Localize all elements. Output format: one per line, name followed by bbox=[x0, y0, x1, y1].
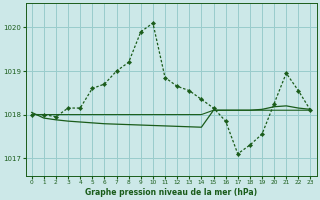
X-axis label: Graphe pression niveau de la mer (hPa): Graphe pression niveau de la mer (hPa) bbox=[85, 188, 257, 197]
